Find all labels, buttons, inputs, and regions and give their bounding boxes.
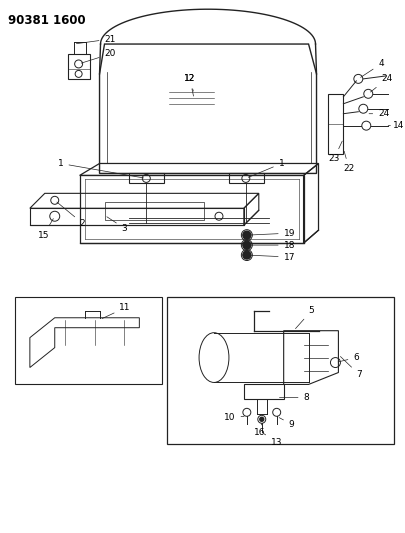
Text: 22: 22 [343,151,354,173]
Circle shape [242,251,250,259]
Text: 11: 11 [102,303,131,319]
Text: 21: 21 [76,35,115,44]
Bar [104,203,204,220]
Text: 6: 6 [337,353,358,362]
Circle shape [242,231,250,239]
Text: 8: 8 [279,393,309,402]
Text: 15: 15 [38,219,53,240]
Text: 24: 24 [369,75,392,92]
Circle shape [259,417,263,421]
Bar [15,297,162,384]
Text: 3: 3 [107,217,127,233]
Text: 10: 10 [224,413,243,422]
Text: 16: 16 [253,423,264,437]
Text: 19: 19 [249,229,294,238]
Text: 23: 23 [328,141,341,163]
Text: 5: 5 [295,306,313,329]
Text: 13: 13 [263,434,281,447]
Circle shape [242,241,250,249]
Text: 17: 17 [249,253,294,262]
Text: 4: 4 [360,60,383,77]
Text: 24: 24 [368,109,388,118]
Text: 1: 1 [248,159,284,177]
Text: 9: 9 [279,418,294,429]
Text: 20: 20 [81,50,115,63]
Text: 12: 12 [184,75,195,96]
Text: 18: 18 [249,240,294,249]
Text: 2: 2 [57,202,85,228]
Text: 7: 7 [339,357,361,379]
Text: 12: 12 [184,75,195,91]
Text: 14: 14 [387,121,403,130]
Text: 1: 1 [58,159,143,178]
Bar [167,297,393,444]
Text: 90381 1600: 90381 1600 [8,14,85,27]
